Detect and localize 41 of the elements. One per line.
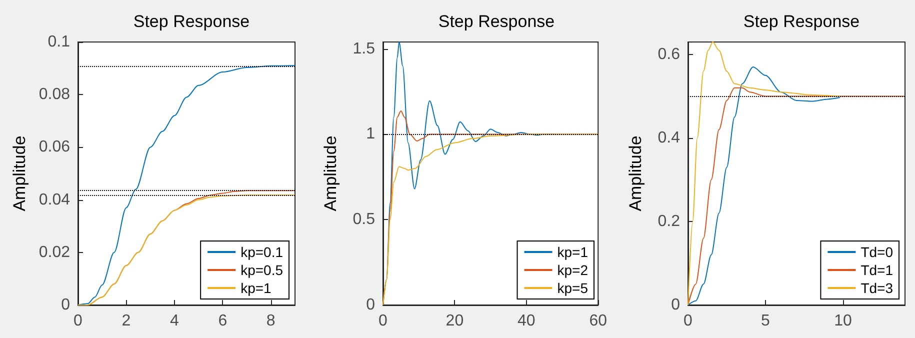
x-tick-label: 10 <box>834 312 852 330</box>
x-tick-label: 4 <box>170 312 179 330</box>
x-tick-label: 5 <box>761 312 770 330</box>
legend-label: kp=1 <box>240 280 272 296</box>
y-tick-label: 0.5 <box>352 211 376 228</box>
y-tick-label: 0 <box>61 296 70 314</box>
legend-label: kp=0.5 <box>240 262 284 278</box>
y-tick-label: 0.2 <box>658 213 680 230</box>
y-tick-label: 1.5 <box>352 40 376 58</box>
x-tick-label: 20 <box>446 312 464 330</box>
y-axis-title: Amplitude <box>626 136 645 212</box>
legend-label: Td=1 <box>860 262 894 278</box>
legend-label: Td=3 <box>860 280 894 296</box>
chart-title: Step Response <box>133 12 250 31</box>
y-tick-label: 0.1 <box>48 34 70 50</box>
y-tick-label: 0.08 <box>38 86 70 104</box>
x-tick-label: 2 <box>122 312 131 330</box>
y-tick-label: 0.4 <box>658 130 680 147</box>
y-tick-label: 0.06 <box>38 138 70 156</box>
legend-label: kp=2 <box>557 262 588 278</box>
x-tick-label: 40 <box>518 312 536 330</box>
y-tick-label: 0.02 <box>38 244 70 261</box>
x-tick-label: 8 <box>266 312 276 330</box>
legend-label: kp=1 <box>557 244 588 260</box>
y-axis-title: Amplitude <box>321 136 340 212</box>
y-tick-label: 0.04 <box>38 191 70 208</box>
x-tick-label: 0 <box>378 312 388 330</box>
legend-label: kp=5 <box>557 280 588 296</box>
chart-title: Step Response <box>743 12 860 31</box>
chart-title: Step Response <box>438 12 555 31</box>
y-axis-title: Amplitude <box>10 136 29 212</box>
y-tick-label: 1 <box>366 126 376 143</box>
y-tick-label: 0.6 <box>658 46 680 64</box>
x-tick-label: 60 <box>589 312 608 330</box>
legend-label: kp=0.1 <box>240 244 284 260</box>
y-tick-label: 0 <box>671 296 680 314</box>
x-tick-label: 6 <box>218 312 228 330</box>
x-tick-label: 0 <box>684 312 693 330</box>
x-tick-label: 0 <box>74 312 83 330</box>
y-tick-label: 0 <box>366 296 376 314</box>
legend-label: Td=0 <box>860 244 894 260</box>
